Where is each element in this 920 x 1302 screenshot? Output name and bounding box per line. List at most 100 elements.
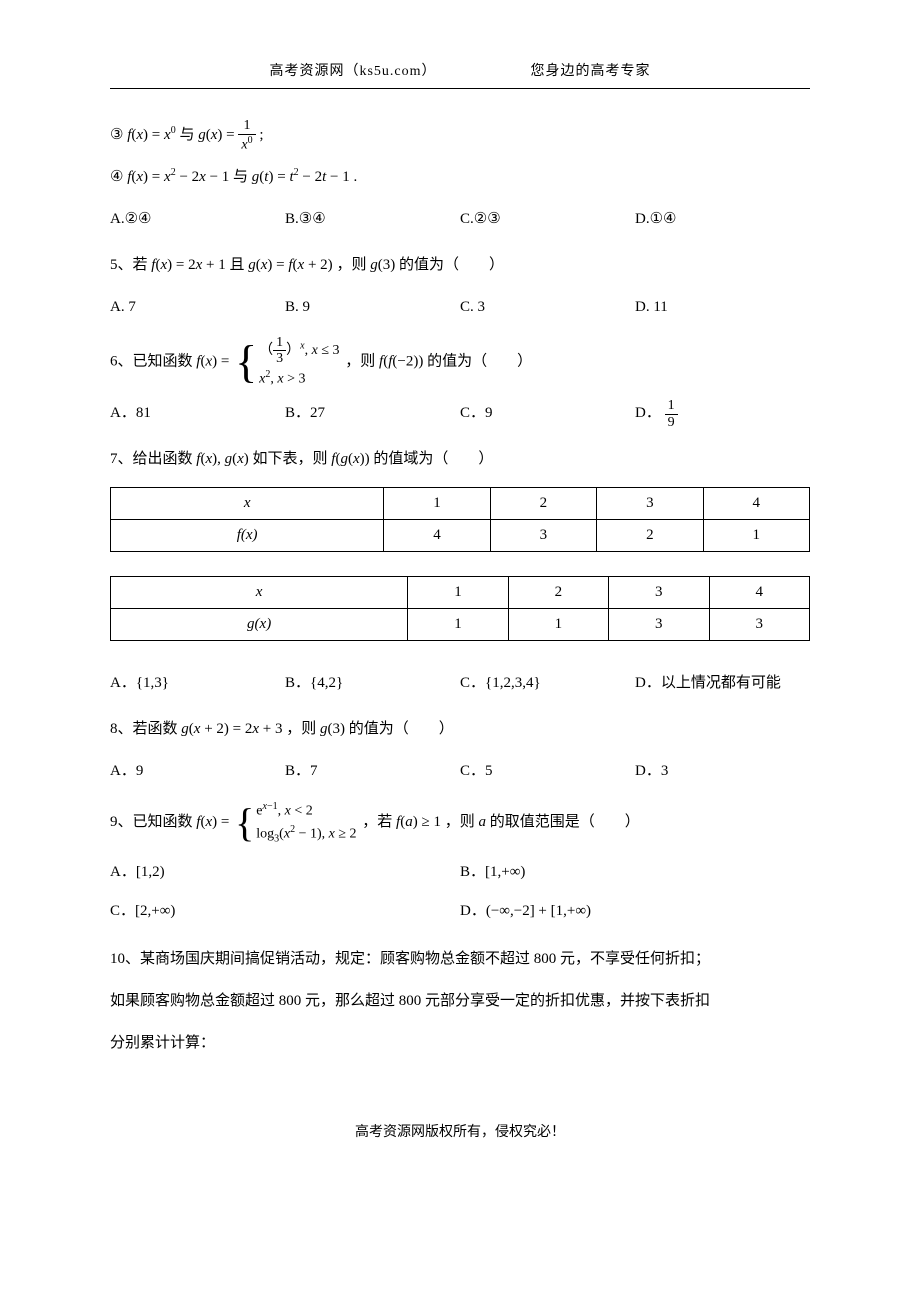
q8-pre: 8、若函数 (110, 721, 181, 737)
q4-d: D.①④ (635, 201, 810, 237)
table-row: x 1 2 3 4 (111, 488, 810, 520)
cell: g(x) (111, 609, 408, 641)
q8-mid: ，则 (286, 721, 320, 737)
q6-b: B．27 (285, 395, 460, 431)
cell: 3 (490, 520, 596, 552)
eq-3: f(x) = x0 与 g(x) = 1x0 ; (127, 127, 263, 143)
q5-a: A. 7 (110, 289, 285, 325)
q6-ff: f(f(−2)) (379, 354, 423, 370)
q5-b: B. 9 (285, 289, 460, 325)
q7-fgx: f(g(x)) (331, 451, 369, 467)
header-gap (441, 64, 526, 79)
q10-l1: 10、某商场国庆期间搞促销活动，规定：顾客购物总金额不超过 800 元，不享受任… (110, 941, 810, 977)
q7-table-f: x 1 2 3 4 f(x) 4 3 2 1 (110, 487, 810, 552)
q7-c: C．{1,2,3,4} (460, 665, 635, 701)
q6-rows: （13）x, x ≤ 3 x2, x > 3 (259, 335, 339, 389)
q10-l2: 如果顾客购物总金额超过 800 元，那么超过 800 元部分享受一定的折扣优惠，… (110, 983, 810, 1019)
q8-eq1: g(x + 2) = 2x + 3 (181, 721, 282, 737)
q5-stem: 5、若 f(x) = 2x + 1 且 g(x) = f(x + 2) ，则 g… (110, 247, 810, 283)
cell: 4 (709, 577, 809, 609)
q7-b: B．{4,2} (285, 665, 460, 701)
cell: x (111, 488, 384, 520)
eq-4: f(x) = x2 − 2x − 1 与 g(t) = t2 − 2t − 1 … (127, 169, 357, 185)
brace-icon: { (235, 339, 257, 385)
table-row: f(x) 4 3 2 1 (111, 520, 810, 552)
q9-stem: 9、已知函数 f(x) = { ex−1, x < 2 log3(x2 − 1)… (110, 799, 810, 846)
q9-d: D．(−∞,−2] + [1,+∞) (460, 892, 810, 931)
q8-stem: 8、若函数 g(x + 2) = 2x + 3 ，则 g(3) 的值为（ ） (110, 711, 810, 747)
brace-icon: { (235, 803, 254, 843)
cell: 1 (408, 609, 508, 641)
q6-a: A．81 (110, 395, 285, 431)
q4-options: A.②④ B.③④ C.②③ D.①④ (110, 201, 810, 237)
cell: 4 (703, 488, 809, 520)
page: 高考资源网（ks5u.com） 您身边的高考专家 ③ f(x) = x0 与 g… (0, 0, 920, 1181)
cell: 1 (408, 577, 508, 609)
q8-options: A．9 B．7 C．5 D．3 (110, 753, 810, 789)
q4-b: B.③④ (285, 201, 460, 237)
q9-fa: f(a) ≥ 1 (396, 814, 441, 830)
q6-mid: ，则 (345, 354, 379, 370)
header-right: 您身边的高考专家 (531, 64, 651, 79)
q5-mid2: ，则 (336, 257, 370, 273)
q6-pre: 6、已知函数 (110, 354, 196, 370)
q9-pre: 9、已知函数 (110, 814, 196, 830)
cell: x (111, 577, 408, 609)
cell: 2 (508, 577, 608, 609)
q4-a: A.②④ (110, 201, 285, 237)
q7-fxgx: f(x), g(x) (196, 451, 249, 467)
q7-tail: 的值域为（ ） (373, 451, 493, 467)
cell: 3 (609, 577, 709, 609)
q6-fx: f(x) = (196, 354, 229, 370)
cell: 1 (508, 609, 608, 641)
q7-pre: 7、给出函数 (110, 451, 196, 467)
q4-c: C.②③ (460, 201, 635, 237)
q6-stem: 6、已知函数 f(x) = { （13）x, x ≤ 3 x2, x > 3 ，… (110, 335, 810, 389)
q9-c: C．[2,+∞) (110, 892, 460, 931)
q7-stem: 7、给出函数 f(x), g(x) 如下表，则 f(g(x)) 的值域为（ ） (110, 441, 810, 477)
cell: 1 (384, 488, 490, 520)
q9-b: B．[1,+∞) (460, 853, 810, 892)
q6-d-pre: D． (635, 405, 661, 421)
q7-d: D．以上情况都有可能 (635, 665, 810, 701)
cell: 1 (703, 520, 809, 552)
marker-3: ③ (110, 127, 123, 143)
cell: 3 (597, 488, 703, 520)
q5-tail: 的值为（ ） (399, 257, 504, 273)
cell: 2 (597, 520, 703, 552)
q9-fx: f(x) = (196, 814, 229, 830)
item-3: ③ f(x) = x0 与 g(x) = 1x0 ; (110, 117, 810, 153)
header-left: 高考资源网（ks5u.com） (269, 64, 436, 79)
table-row: g(x) 1 1 3 3 (111, 609, 810, 641)
cell: f(x) (111, 520, 384, 552)
q9-a: a (478, 814, 486, 830)
q5-d: D. 11 (635, 289, 810, 325)
marker-4: ④ (110, 169, 123, 185)
q5-options: A. 7 B. 9 C. 3 D. 11 (110, 289, 810, 325)
table-row: x 1 2 3 4 (111, 577, 810, 609)
page-footer: 高考资源网版权所有，侵权究必！ (110, 1121, 810, 1141)
q8-c: C．5 (460, 753, 635, 789)
page-header: 高考资源网（ks5u.com） 您身边的高考专家 (110, 60, 810, 80)
q5-mid1: 且 (229, 257, 248, 273)
q9-mid: ，若 (362, 814, 396, 830)
q9-piecewise: { ex−1, x < 2 log3(x2 − 1), x ≥ 2 (235, 799, 356, 846)
q9-mid2: ，则 (445, 814, 479, 830)
q6-d: D． 19 (635, 395, 810, 431)
q9-tail: 的取值范围是（ ） (490, 814, 640, 830)
q8-a: A．9 (110, 753, 285, 789)
cell: 3 (709, 609, 809, 641)
q7-mid: 如下表，则 (253, 451, 332, 467)
q6-tail: 的值为（ ） (427, 354, 532, 370)
q5-pre: 5、若 (110, 257, 151, 273)
q6-d-frac: 19 (665, 398, 678, 430)
q10-l3: 分别累计计算： (110, 1025, 810, 1061)
q6-piecewise: { （13）x, x ≤ 3 x2, x > 3 (235, 335, 339, 389)
q8-eq2: g(3) (320, 721, 345, 737)
q9-options: A．[1,2) B．[1,+∞) C．[2,+∞) D．(−∞,−2] + [1… (110, 853, 810, 931)
q9-rows: ex−1, x < 2 log3(x2 − 1), x ≥ 2 (256, 799, 356, 846)
item-4: ④ f(x) = x2 − 2x − 1 与 g(t) = t2 − 2t − … (110, 159, 810, 195)
q8-d: D．3 (635, 753, 810, 789)
q7-options: A．{1,3} B．{4,2} C．{1,2,3,4} D．以上情况都有可能 (110, 665, 810, 701)
q6-options: A．81 B．27 C．9 D． 19 (110, 395, 810, 431)
